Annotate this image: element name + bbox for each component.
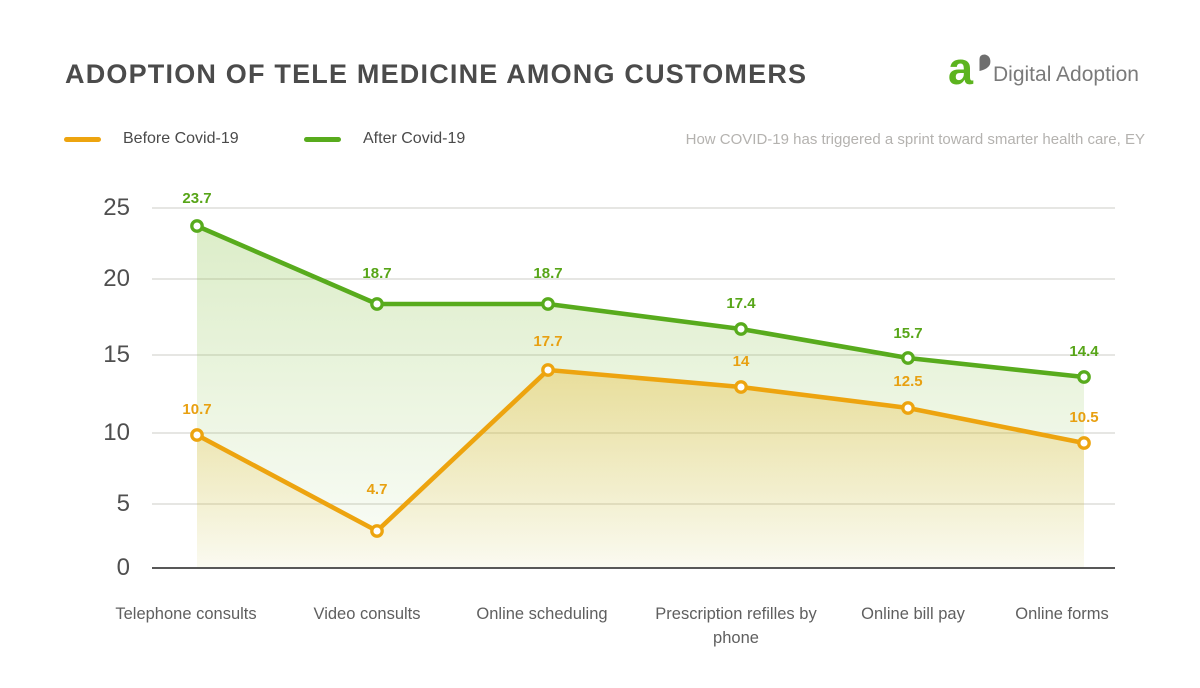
category-label: Online scheduling (476, 605, 608, 623)
category-label: Online forms (1015, 605, 1109, 623)
data-point (190, 219, 204, 233)
category-label: Online bill pay (861, 605, 965, 623)
legend-item-before-covid: Before Covid-19 (64, 128, 239, 150)
y-axis-tick-label: 25 (103, 194, 130, 221)
data-point (370, 297, 384, 311)
data-point (734, 380, 748, 394)
series-line-after-covid-19 (194, 223, 1087, 380)
logo-text: Digital Adoption (993, 63, 1139, 86)
y-axis-tick-label: 10 (103, 419, 130, 446)
data-point (370, 524, 384, 538)
data-label: 15.7 (893, 325, 923, 342)
logo-mark-icon: a (948, 43, 992, 98)
data-label: 14.4 (1069, 343, 1099, 360)
data-label: 10.5 (1069, 409, 1099, 426)
data-point (541, 363, 555, 377)
data-label: 4.7 (366, 481, 388, 498)
legend-item-after-covid: After Covid-19 (304, 128, 465, 150)
data-point (901, 351, 915, 365)
data-point (1077, 436, 1091, 450)
leaf-icon (979, 54, 991, 71)
series-area-before-covid-19 (197, 370, 1084, 568)
category-label: Telephone consults (115, 605, 257, 623)
legend-label-after-covid: After Covid-19 (363, 130, 466, 147)
data-label: 23.7 (182, 190, 212, 207)
y-axis-tick-label: 15 (103, 341, 130, 368)
legend-swatch-before-covid (64, 136, 101, 142)
page-title: ADOPTION OF TELE MEDICINE AMONG CUSTOMER… (65, 59, 808, 89)
legend-swatch-after-covid (304, 136, 341, 142)
series-line-before-covid-19 (194, 367, 1087, 534)
data-label: 18.7 (533, 265, 563, 282)
data-label: 14 (732, 353, 750, 370)
data-label: 12.5 (893, 373, 923, 390)
data-point (1077, 370, 1091, 384)
category-label: Prescription refilles by phone (655, 605, 817, 647)
source-note: How COVID-19 has triggered a sprint towa… (685, 131, 1145, 148)
data-label: 10.7 (182, 401, 212, 418)
data-label: 18.7 (362, 265, 392, 282)
data-point (901, 401, 915, 415)
y-axis-tick-label: 20 (103, 265, 130, 292)
logo: a Digital Adoption (948, 43, 1139, 98)
category-label: Video consults (313, 605, 421, 623)
y-axis-tick-label: 0 (116, 554, 130, 581)
data-label: 17.7 (533, 333, 563, 350)
legend-label-before-covid: Before Covid-19 (123, 130, 239, 147)
data-point (190, 428, 204, 442)
y-axis-tick-label: 5 (116, 490, 130, 517)
data-point (541, 297, 555, 311)
data-point (734, 322, 748, 336)
logo-letter: a (948, 43, 974, 94)
data-label: 17.4 (726, 295, 756, 312)
